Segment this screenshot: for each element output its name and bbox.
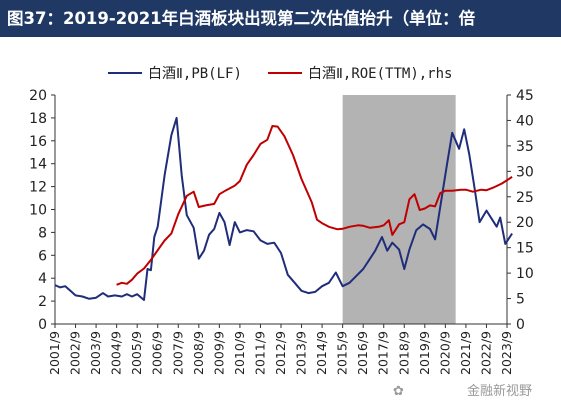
x-tick-label: 2010/9 [232, 331, 247, 375]
left-tick-label: 10 [29, 203, 47, 219]
left-tick-label: 4 [38, 271, 47, 287]
x-tick-label: 2005/9 [129, 331, 144, 375]
left-tick-label: 16 [29, 134, 47, 150]
right-tick-label: 25 [516, 190, 534, 206]
x-tick-label: 2006/9 [150, 331, 165, 375]
pb-series-line [54, 116, 513, 301]
right-tick-label: 35 [516, 139, 534, 155]
x-tick-label: 2020/9 [437, 331, 452, 375]
x-tick-label: 2008/9 [191, 331, 206, 375]
shaded-period [342, 95, 456, 324]
x-tick-label: 2017/9 [376, 331, 391, 375]
x-tick-label: 2001/9 [47, 331, 62, 375]
right-tick-label: 0 [516, 317, 525, 333]
legend: 白酒Ⅱ,PB(LF) 白酒Ⅱ,ROE(TTM),rhs [108, 66, 452, 82]
x-tick-label: 2013/9 [294, 331, 309, 375]
x-tick-label: 2019/9 [417, 331, 432, 375]
x-tick-label: 2003/9 [88, 331, 103, 375]
chart-canvas: 0 2 4 6 8 10 12 14 16 18 20 0 5 10 15 20 25 30 35 40 45 2001/… [29, 66, 534, 399]
right-tick-label: 40 [516, 113, 534, 129]
legend-label-roe: 白酒Ⅱ,ROE(TTM),rhs [308, 66, 452, 82]
x-tick-label: 2002/9 [68, 331, 83, 375]
title-bar [0, 0, 561, 37]
x-tick-label: 2014/9 [314, 331, 329, 375]
left-tick-label: 12 [29, 180, 47, 196]
chart-title: 图37：2019-2021年白酒板块出现第二次估值抬升（单位：倍 [7, 9, 476, 28]
right-tick-label: 5 [516, 292, 525, 308]
x-tick-label: 2009/9 [211, 331, 226, 375]
watermark-text: 金融新视野 [467, 383, 532, 399]
right-tick-label: 15 [516, 241, 534, 257]
right-tick-label: 10 [516, 266, 534, 282]
x-tick-label: 2015/9 [335, 331, 350, 375]
left-tick-label: 0 [38, 317, 47, 333]
x-tick-label: 2007/9 [170, 331, 185, 375]
left-tick-label: 2 [38, 294, 47, 310]
axes: 0 2 4 6 8 10 12 14 16 18 20 0 5 10 15 20 25 30 35 40 45 2001/… [29, 88, 534, 375]
right-tick-label: 45 [516, 88, 534, 104]
left-tick-label: 20 [29, 88, 47, 104]
series-lines [54, 116, 513, 301]
x-tick-label: 2021/9 [458, 331, 473, 375]
left-tick-label: 14 [29, 157, 47, 173]
legend-label-pb: 白酒Ⅱ,PB(LF) [148, 66, 242, 82]
x-tick-label: 2018/9 [396, 331, 411, 375]
x-tick-label: 2011/9 [252, 331, 267, 375]
x-tick-label: 2012/9 [273, 331, 288, 375]
watermark-glyph: ✿ [393, 384, 404, 399]
x-tick-label: 2016/9 [355, 331, 370, 375]
left-tick-label: 8 [38, 225, 47, 241]
x-tick-label: 2004/9 [109, 331, 124, 375]
right-tick-label: 20 [516, 215, 534, 231]
roe-series-line [116, 125, 513, 286]
left-tick-label: 18 [29, 111, 47, 127]
x-tick-label: 2022/9 [478, 331, 493, 375]
x-tick-label: 2023/9 [499, 331, 514, 375]
left-tick-label: 6 [38, 248, 47, 264]
right-tick-label: 30 [516, 164, 534, 180]
